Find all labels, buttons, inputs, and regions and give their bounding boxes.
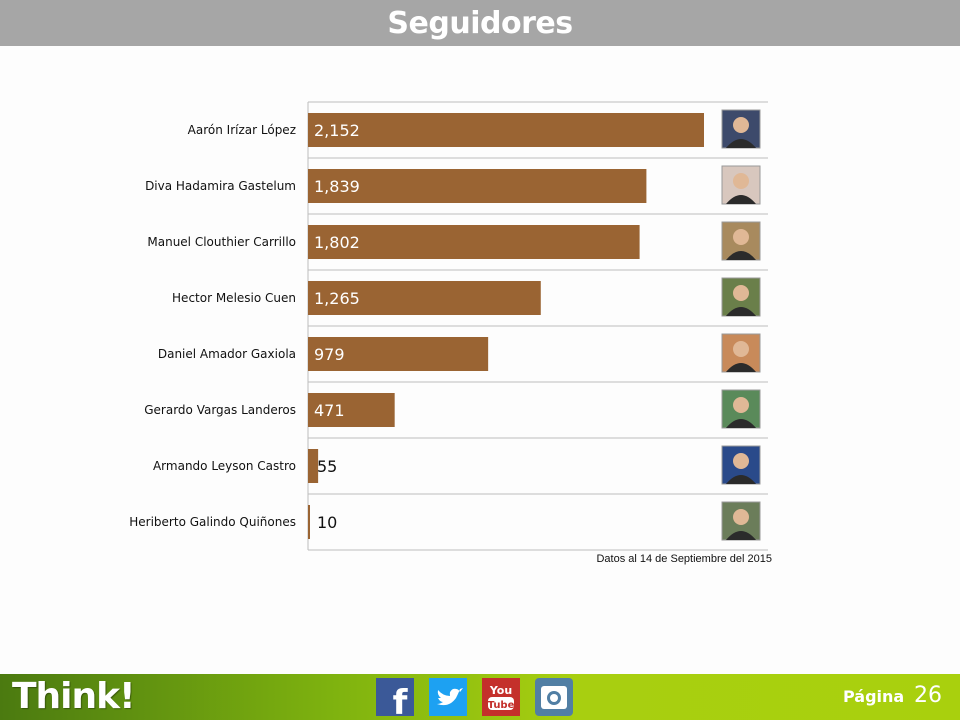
candidate-photo-body [726,195,756,204]
candidate-photo-face [733,453,749,469]
bar [308,281,541,315]
youtube-text-bottom: Tube [488,700,515,711]
candidate-photo-face [733,509,749,525]
candidate-photo-face [733,285,749,301]
candidate-photo-face [733,341,749,357]
data-label: 471 [314,401,345,420]
data-label: 979 [314,345,345,364]
data-label: 1,802 [314,233,360,252]
facebook-icon[interactable]: f [376,678,414,721]
bar [308,393,395,427]
bar [308,449,319,483]
page-number: 26 [914,683,942,708]
category-label: Manuel Clouthier Carrillo [147,235,296,249]
bar [308,505,310,539]
category-label: Heriberto Galindo Quiñones [129,515,296,529]
candidate-photo-body [726,475,756,484]
candidate-photo-body [726,307,756,316]
candidate-photo-body [726,139,756,148]
data-label: 1,839 [314,177,360,196]
page-label: Página [843,687,905,706]
instagram-icon[interactable] [535,678,573,716]
category-label: Daniel Amador Gaxiola [158,347,296,361]
candidate-photo-body [726,531,756,540]
title-bar: Seguidores [0,0,960,46]
category-label: Diva Hadamira Gastelum [145,179,296,193]
bar [308,337,489,371]
data-label: 2,152 [314,121,360,140]
footer-bar [0,674,960,720]
category-label: Armando Leyson Castro [153,459,296,473]
svg-text:f: f [393,683,409,716]
candidate-photo-face [733,397,749,413]
youtube-text-top: You [489,684,512,697]
bar [308,169,647,203]
youtube-icon[interactable]: You Tube [482,678,520,716]
candidate-photo-body [726,419,756,428]
bar [308,225,640,259]
data-label: 10 [317,513,337,532]
data-label: 1,265 [314,289,360,308]
data-label: 55 [317,457,337,476]
candidate-photo-body [726,363,756,372]
page-title: Seguidores [387,6,573,41]
bar [308,113,704,147]
candidate-photo-body [726,251,756,260]
category-label: Gerardo Vargas Landeros [144,403,296,417]
category-label: Hector Melesio Cuen [172,291,296,305]
data-date-note: Datos al 14 de Septiembre del 2015 [596,553,772,565]
candidate-photo-face [733,173,749,189]
category-label: Aarón Irízar López [188,123,296,137]
twitter-icon[interactable] [429,678,467,716]
candidate-photo-face [733,229,749,245]
candidate-photo-face [733,117,749,133]
brand-logo: Think! [12,676,136,717]
